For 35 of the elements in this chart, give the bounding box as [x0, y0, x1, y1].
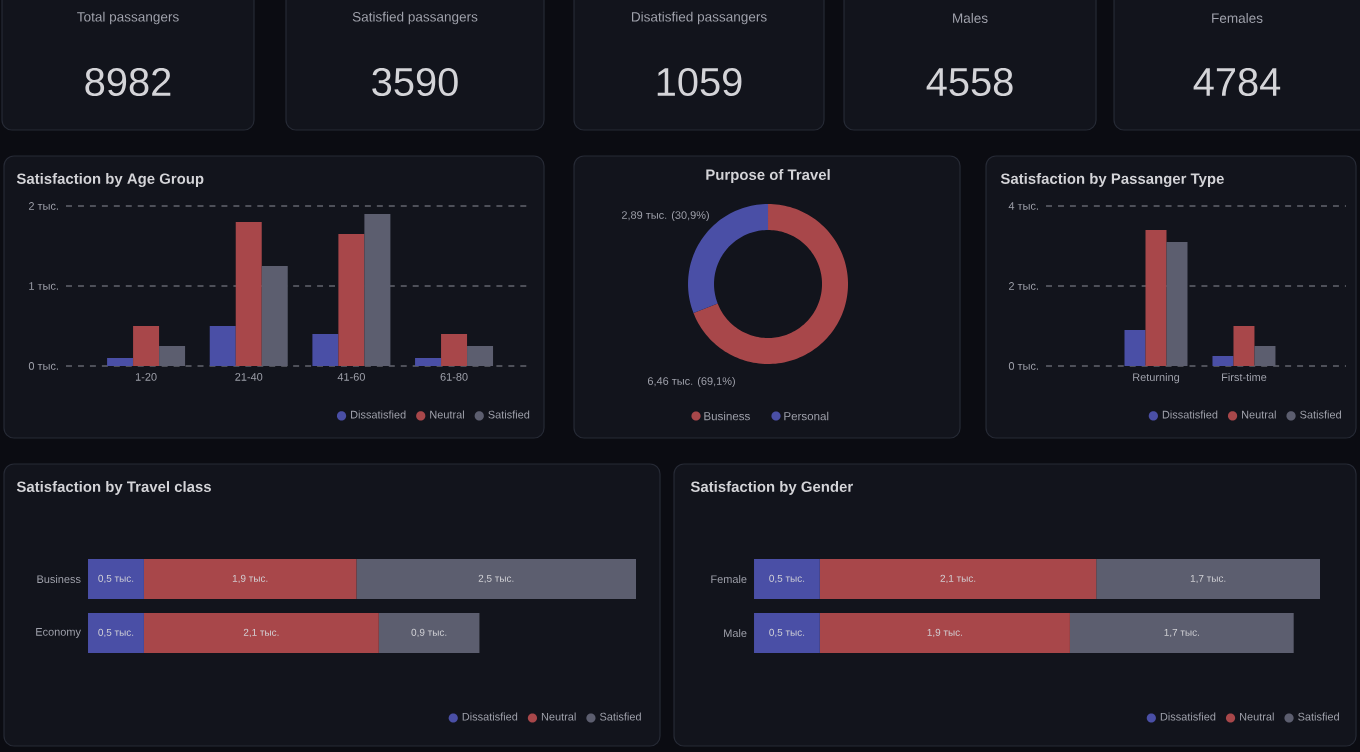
text: 3590	[372, 67, 458, 97]
bar	[107, 357, 134, 366]
bar	[1254, 345, 1276, 366]
bar	[1069, 613, 1294, 653]
bar	[338, 233, 365, 366]
bar	[1233, 325, 1255, 366]
bar	[415, 357, 442, 366]
bar	[312, 333, 339, 366]
text: 4558	[926, 67, 1013, 97]
bar	[754, 613, 820, 653]
bar	[1096, 559, 1321, 599]
bar	[364, 213, 391, 366]
text: 1059	[657, 67, 742, 97]
bar	[133, 325, 160, 366]
bar	[261, 265, 288, 366]
bar	[819, 559, 1097, 599]
bar	[378, 613, 480, 653]
bar	[235, 221, 262, 366]
bar	[819, 613, 1070, 653]
bar	[159, 345, 186, 366]
bar	[88, 613, 144, 653]
bar	[467, 345, 494, 366]
bar	[1145, 229, 1167, 366]
bar	[1166, 241, 1188, 366]
bar	[441, 333, 468, 366]
bar	[356, 559, 637, 599]
bar	[754, 559, 820, 599]
text: 4784	[1193, 67, 1281, 97]
bar	[143, 613, 379, 653]
bar	[88, 559, 144, 599]
bar	[143, 559, 357, 599]
bar	[1124, 329, 1146, 366]
bar	[209, 325, 236, 366]
bar	[1212, 355, 1234, 366]
text: 8982	[85, 67, 171, 97]
